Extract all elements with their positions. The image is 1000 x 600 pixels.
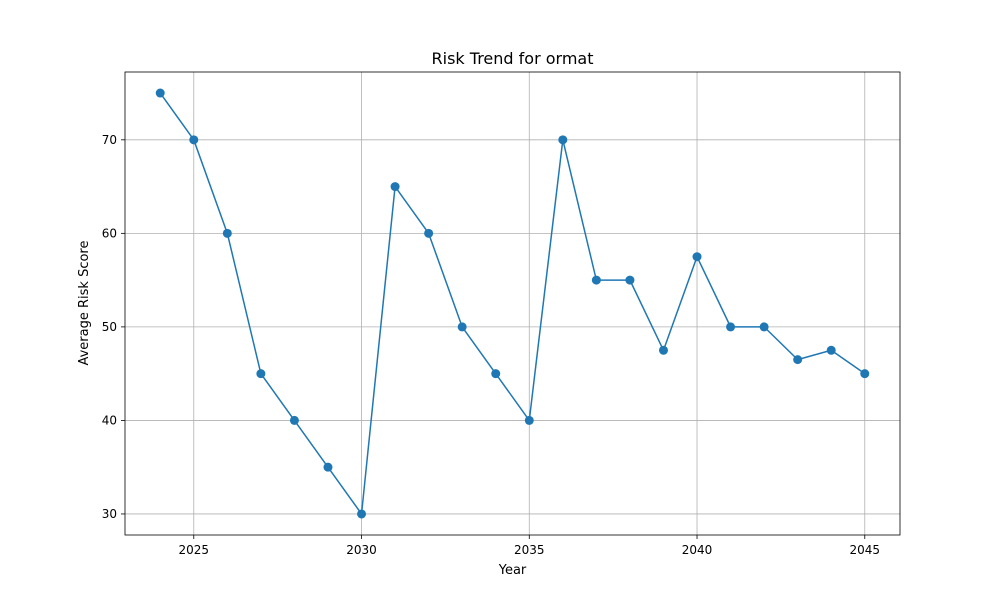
chart-title: Risk Trend for ormat — [432, 49, 594, 68]
data-point — [323, 462, 333, 472]
series-line — [159, 92, 866, 515]
y-tick-label: 70 — [102, 133, 117, 147]
y-tick-label: 40 — [102, 413, 117, 427]
plot-frame — [124, 71, 901, 536]
data-point — [222, 228, 232, 238]
y-axis-ticks: 30 40 50 60 70 — [102, 133, 125, 521]
data-point — [256, 369, 266, 379]
data-point — [591, 275, 601, 285]
data-points — [155, 88, 870, 519]
x-axis-ticks: 2025 2030 2035 2040 2045 — [179, 535, 880, 557]
data-point — [860, 369, 870, 379]
data-point — [189, 135, 199, 145]
x-tick-label: 2025 — [179, 543, 210, 557]
y-tick-label: 30 — [102, 507, 117, 521]
data-point — [289, 415, 299, 425]
series-line-layer — [159, 92, 866, 515]
y-tick-label: 60 — [102, 226, 117, 240]
data-point — [524, 415, 534, 425]
data-point — [793, 355, 803, 365]
data-point — [625, 275, 635, 285]
data-point — [558, 135, 568, 145]
x-tick-label: 2030 — [346, 543, 377, 557]
x-tick-label: 2045 — [849, 543, 880, 557]
data-point — [491, 369, 501, 379]
data-point — [390, 182, 400, 192]
x-tick-label: 2040 — [682, 543, 713, 557]
data-point — [726, 322, 736, 332]
y-tick-label: 50 — [102, 320, 117, 334]
grid-lines — [125, 72, 900, 535]
x-tick-label: 2035 — [514, 543, 545, 557]
data-point — [826, 345, 836, 355]
data-point — [155, 88, 165, 98]
data-point — [424, 228, 434, 238]
data-point — [692, 252, 702, 262]
x-axis-label: Year — [498, 563, 527, 578]
data-point — [759, 322, 769, 332]
data-point — [658, 345, 668, 355]
y-axis-label: Average Risk Score — [77, 240, 92, 365]
data-point — [357, 509, 367, 519]
data-point — [457, 322, 467, 332]
